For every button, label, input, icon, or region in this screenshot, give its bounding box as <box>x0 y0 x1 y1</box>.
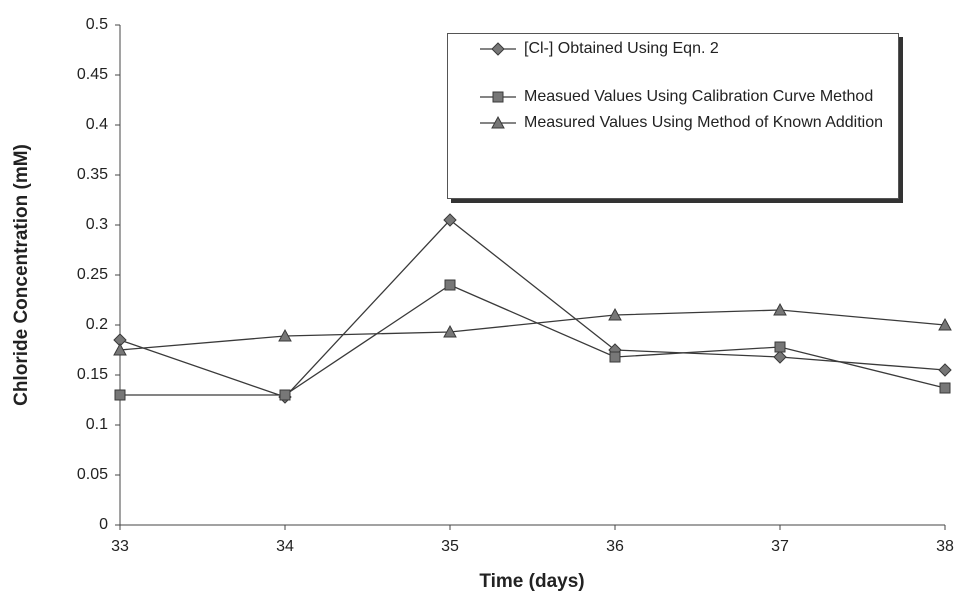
x-tick-label: 36 <box>606 538 624 555</box>
marker <box>939 382 951 394</box>
x-axis-title: Time (days) <box>479 571 584 592</box>
legend-entry: [Cl-] Obtained Using Eqn. 2 <box>478 36 894 62</box>
x-tick-label: 38 <box>936 538 954 555</box>
legend-icon <box>480 115 516 129</box>
legend: [Cl-] Obtained Using Eqn. 2 Measued Value… <box>447 33 899 199</box>
marker <box>609 351 621 363</box>
legend-icon <box>480 91 516 103</box>
marker <box>278 328 292 342</box>
marker <box>443 213 457 227</box>
y-tick-label: 0 <box>99 516 108 533</box>
marker <box>773 302 787 316</box>
x-tick-label: 34 <box>276 538 294 555</box>
y-tick-label: 0.05 <box>77 466 108 483</box>
marker <box>491 115 505 129</box>
legend-icon <box>480 42 516 56</box>
legend-label: [Cl-] Obtained Using Eqn. 2 <box>524 40 719 57</box>
y-tick-label: 0.5 <box>86 16 108 33</box>
legend-label: Measured Values Using Method of Known Ad… <box>524 114 884 131</box>
marker <box>774 341 786 353</box>
marker <box>773 350 787 364</box>
marker <box>114 389 126 401</box>
series-line <box>119 219 946 398</box>
y-tick-label: 0.45 <box>77 66 108 83</box>
marker <box>491 42 505 56</box>
legend-entry: Measured Values Using Method of Known Ad… <box>478 110 894 136</box>
x-tick-label: 35 <box>441 538 459 555</box>
y-axis-title: Chloride Concentration (mM) <box>11 144 32 406</box>
legend-entry: Measued Values Using Calibration Curve M… <box>478 84 894 110</box>
y-tick-label: 0.4 <box>86 116 108 133</box>
y-tick-label: 0.35 <box>77 166 108 183</box>
series-line <box>120 284 946 396</box>
y-tick-label: 0.3 <box>86 216 108 233</box>
marker <box>938 317 952 331</box>
x-tick-label: 37 <box>771 538 789 555</box>
y-tick-label: 0.25 <box>77 266 108 283</box>
marker <box>444 279 456 291</box>
marker <box>113 342 127 356</box>
y-tick-label: 0.2 <box>86 316 108 333</box>
marker <box>279 389 291 401</box>
legend-label: Measued Values Using Calibration Curve M… <box>524 88 874 105</box>
y-tick-label: 0.15 <box>77 366 108 383</box>
marker <box>492 91 504 103</box>
y-tick-label: 0.1 <box>86 416 108 433</box>
series-line <box>119 309 946 351</box>
marker <box>443 324 457 338</box>
marker <box>608 307 622 321</box>
x-tick-label: 33 <box>111 538 129 555</box>
marker <box>938 363 952 377</box>
